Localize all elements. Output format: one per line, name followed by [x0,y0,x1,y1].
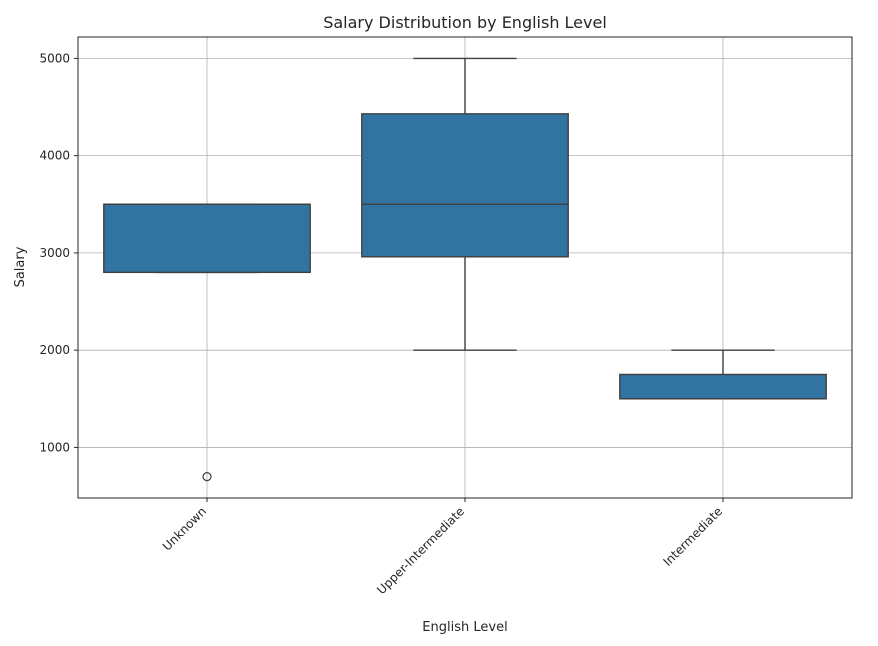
y-tick-label: 5000 [39,51,70,65]
iqr-box [361,113,569,258]
y-tick-label: 2000 [39,343,70,357]
iqr-box [619,373,827,400]
boxes [103,57,827,482]
y-tick-label: 3000 [39,246,70,260]
y-axis-label: Salary [13,246,28,287]
x-axis: Unknown Upper-Intermediate Intermediate [160,498,725,597]
y-tick-label: 4000 [39,149,70,163]
x-tick-label: Upper-Intermediate [374,504,467,597]
chart-title: Salary Distribution by English Level [323,13,607,32]
y-axis: 1000 2000 3000 4000 5000 [39,51,78,454]
box-group [361,57,569,351]
box-group [103,203,311,482]
x-tick-label: Intermediate [660,504,725,569]
outlier-point [202,472,212,482]
iqr-box [103,203,311,274]
box-group [619,349,827,400]
x-tick-label: Unknown [160,504,209,553]
y-tick-label: 1000 [39,440,70,454]
x-axis-label: English Level [422,620,507,635]
